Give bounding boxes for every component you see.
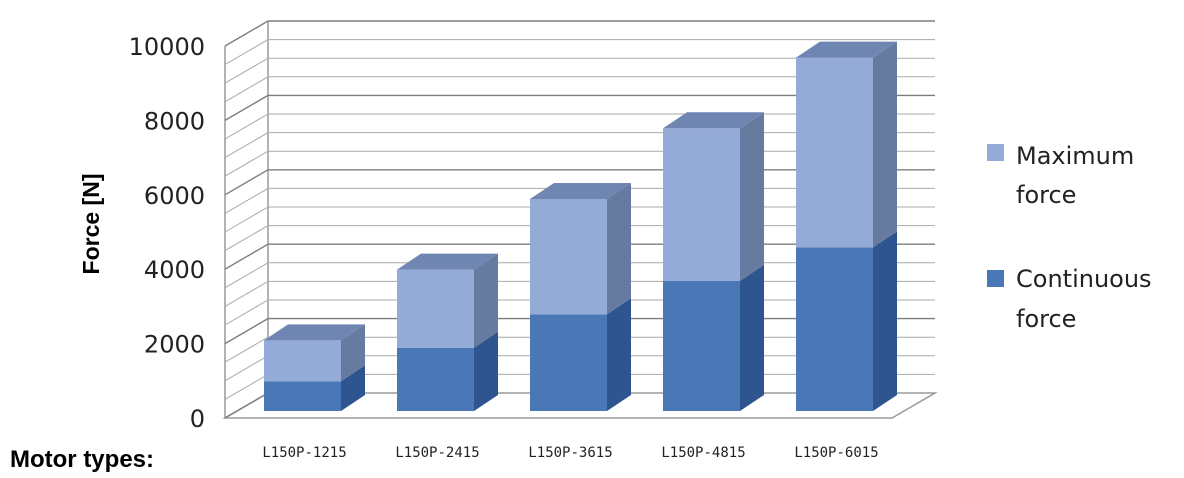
bar-maximum-side xyxy=(740,112,764,281)
gridline-side xyxy=(224,39,269,66)
bar-maximum-front xyxy=(397,269,474,348)
bar-continuous-front xyxy=(796,247,873,411)
bar-maximum-top xyxy=(663,112,764,129)
gridline-side xyxy=(224,187,269,214)
gridline-side xyxy=(224,169,269,196)
bar-maximum-side xyxy=(873,41,897,248)
bar-maximum-top xyxy=(796,41,897,58)
gridline-side xyxy=(224,150,269,177)
bar-maximum-top xyxy=(530,182,631,199)
y-tick-label: 0 xyxy=(190,405,205,433)
x-tick-labels: L150P-1215 L150P-2415 L150P-3615 L150P-4815… xyxy=(262,445,878,461)
bar-maximum-front xyxy=(530,198,607,315)
bar-continuous-side xyxy=(474,331,498,411)
legend: Maximum force Continuous force xyxy=(987,142,1152,333)
x-tick-label: L150P-1215 xyxy=(262,445,346,461)
gridline-side xyxy=(224,392,269,419)
bar-maximum-side xyxy=(607,182,631,315)
gridline-side xyxy=(224,57,269,84)
x-tick-label: L150P-6015 xyxy=(794,445,878,461)
bar-maximum-front xyxy=(796,57,873,248)
x-tick-label: L150P-2415 xyxy=(395,445,479,461)
gridline-side xyxy=(224,225,269,252)
bar-continuous-side xyxy=(607,298,631,411)
y-tick-label: 6000 xyxy=(144,182,205,210)
x-tick-label: L150P-4815 xyxy=(661,445,745,461)
bar-maximum-side xyxy=(341,324,365,382)
y-tick-label: 2000 xyxy=(144,331,205,359)
gridline-side xyxy=(224,317,269,345)
gridline-side xyxy=(224,243,269,270)
legend-swatch-maximum xyxy=(987,144,1004,161)
bar-continuous-front xyxy=(264,381,341,411)
bar-maximum-front xyxy=(663,128,740,281)
bar-maximum-top xyxy=(397,253,498,270)
gridline-side xyxy=(224,336,269,363)
gridline-side xyxy=(224,299,269,326)
bar-continuous-front xyxy=(530,314,607,411)
gridline-side xyxy=(224,206,269,233)
gridline-side xyxy=(224,280,269,307)
y-tick-label: 10000 xyxy=(129,33,205,61)
bars xyxy=(264,41,897,411)
bar-maximum-top xyxy=(264,324,365,341)
x-tick-label: L150P-3615 xyxy=(528,445,612,461)
bar-continuous-front xyxy=(663,280,740,411)
gridline-side xyxy=(224,76,269,103)
gridline-side xyxy=(224,373,269,400)
legend-label-maximum-line1: Maximum xyxy=(1016,142,1134,170)
gridline-side xyxy=(224,94,269,122)
gridline-side xyxy=(224,262,269,289)
legend-swatch-continuous xyxy=(987,270,1004,287)
bar-continuous-side xyxy=(873,231,897,411)
y-tick-labels: 0 2000 4000 6000 8000 10000 xyxy=(129,33,205,433)
y-tick-label: 8000 xyxy=(144,107,205,135)
legend-label-maximum-line2: force xyxy=(1016,181,1076,209)
gridline-side xyxy=(224,132,269,159)
legend-label-continuous-line2: force xyxy=(1016,305,1076,333)
gridline-side xyxy=(224,20,269,47)
bar-continuous-side xyxy=(740,264,764,411)
bar-maximum-side xyxy=(474,253,498,348)
y-tick-label: 4000 xyxy=(144,256,205,284)
y-axis-label: Force [N] xyxy=(78,174,104,275)
legend-label-continuous-line1: Continuous xyxy=(1016,265,1152,293)
gridline-side xyxy=(224,355,269,382)
gridline-side xyxy=(224,113,269,140)
bar-continuous-front xyxy=(397,347,474,411)
bar-continuous-side xyxy=(341,365,365,411)
x-axis-label: Motor types: xyxy=(10,446,154,473)
bar-maximum-front xyxy=(264,340,341,382)
